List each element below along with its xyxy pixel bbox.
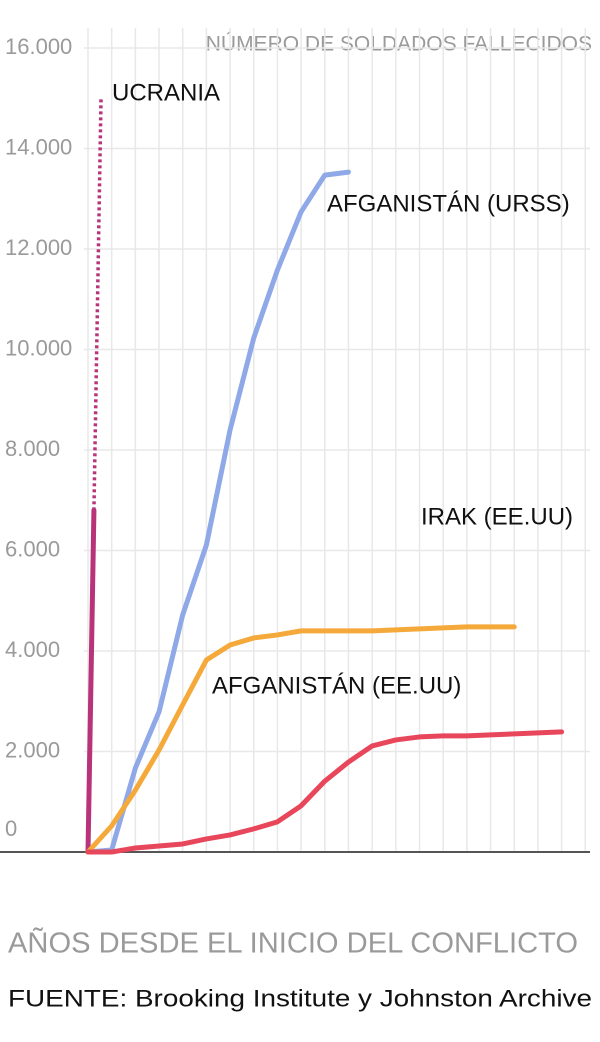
series-label: AFGANISTÁN (EE.UU) (212, 672, 461, 699)
series-line (85, 624, 517, 855)
y-tick-label: 0 (5, 816, 17, 841)
y-tick-label: 12.000 (5, 235, 72, 260)
series-line (85, 169, 351, 855)
grid (84, 28, 590, 853)
series-line (85, 729, 565, 855)
y-tick-label: 14.000 (5, 134, 72, 159)
series-label: IRAK (EE.UU) (421, 503, 573, 530)
projection-line (92, 98, 103, 511)
series-label: UCRANIA (112, 79, 220, 106)
y-axis-label: NÚMERO DE SOLDADOS FALLECIDOS (206, 33, 592, 56)
y-tick-label: 4.000 (5, 637, 60, 662)
y-tick-label: 2.000 (5, 737, 60, 762)
y-tick-label: 8.000 (5, 436, 60, 461)
y-tick-label: 6.000 (5, 536, 60, 561)
y-tick-label: 10.000 (5, 335, 72, 360)
series-line (85, 507, 97, 855)
x-axis-label: AÑOS DESDE EL INICIO DEL CONFLICTO (8, 926, 578, 960)
y-tick-label: 16.000 (5, 34, 72, 59)
source: FUENTE: Brooking Institute y Johnston Ar… (8, 985, 592, 1012)
series-label: AFGANISTÁN (URSS) (327, 190, 570, 217)
